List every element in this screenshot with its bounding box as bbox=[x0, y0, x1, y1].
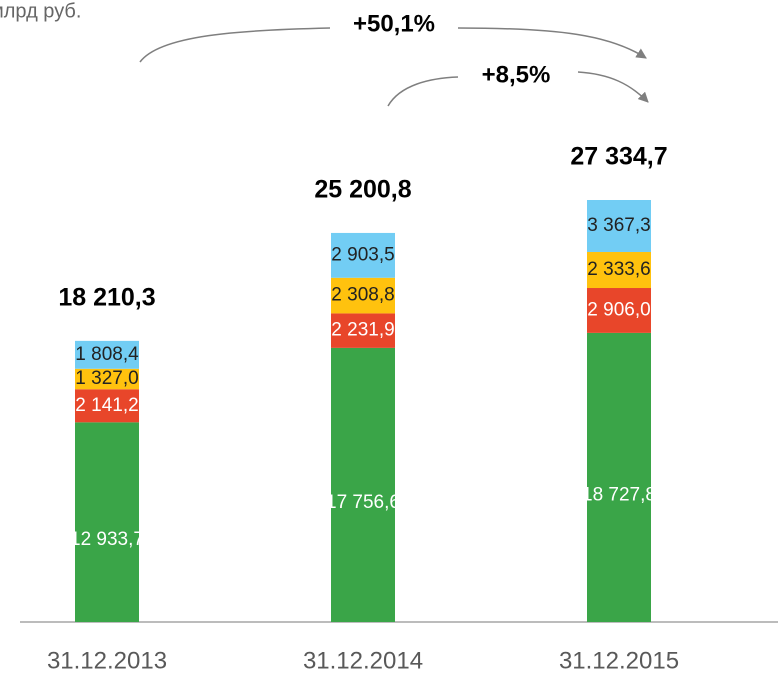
value-label: 2 903,5 bbox=[331, 244, 394, 265]
bar-segment bbox=[587, 251, 651, 289]
bar-segment bbox=[75, 389, 139, 423]
total-label: 25 200,8 bbox=[314, 176, 411, 204]
annotation: +50,1% bbox=[353, 10, 435, 37]
value-label: 2 906,0 bbox=[587, 299, 650, 320]
arrow bbox=[139, 27, 331, 63]
bar-segment bbox=[587, 200, 651, 252]
total-label: 18 210,3 bbox=[58, 283, 155, 311]
total-label: 27 334,7 bbox=[570, 143, 667, 171]
annotation: +8,5% bbox=[482, 61, 551, 88]
value-label: 12 933,7 bbox=[70, 529, 144, 550]
arrow bbox=[387, 76, 459, 107]
bar-segment bbox=[331, 313, 395, 348]
value-label: 17 756,6 bbox=[326, 492, 400, 513]
x-tick-label: 31.12.2013 bbox=[47, 647, 167, 674]
bar-segment bbox=[587, 288, 651, 333]
bar-segment bbox=[331, 347, 395, 622]
value-label: 2 333,6 bbox=[587, 259, 650, 280]
x-tick-label: 31.12.2014 bbox=[303, 647, 423, 674]
value-label: 3 367,3 bbox=[587, 215, 650, 236]
value-label: 2 231,9 bbox=[331, 320, 394, 341]
value-label: 18 727,8 bbox=[582, 484, 656, 505]
bar-segment bbox=[331, 232, 395, 278]
unit-label: млрд руб. bbox=[0, 0, 81, 22]
value-label: 1 808,4 bbox=[75, 344, 139, 365]
x-tick-label: 31.12.2015 bbox=[559, 647, 679, 674]
value-label: 2 141,2 bbox=[75, 395, 138, 416]
value-label: 2 308,8 bbox=[331, 285, 394, 306]
bar-segment bbox=[75, 340, 139, 369]
bar-segment bbox=[331, 277, 395, 314]
bar-segment bbox=[75, 422, 139, 622]
bar-segment bbox=[587, 332, 651, 622]
bar-segment bbox=[75, 368, 139, 390]
arrow bbox=[577, 71, 649, 103]
value-label: 1 327,0 bbox=[75, 368, 138, 389]
arrow bbox=[457, 27, 647, 59]
